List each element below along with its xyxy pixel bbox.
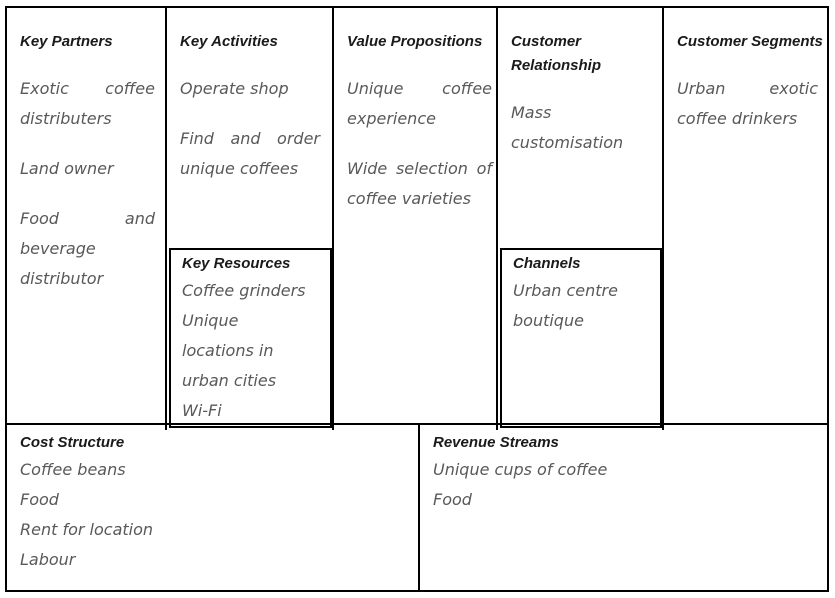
key-resources-cell: Key Resources Coffee grinders Unique loc… xyxy=(169,248,332,428)
section-customer-relationship-channels: Customer Relationship Mass customisation… xyxy=(498,8,664,430)
revenue-streams-cell: Revenue Streams Unique cups of coffee Fo… xyxy=(420,425,827,590)
key-activities-item: Operate shop xyxy=(180,79,289,98)
customer-segments-cell: Customer Segments Urban exotic coffee dr… xyxy=(664,8,827,154)
cost-structure-item: Rent for location xyxy=(20,520,154,539)
revenue-streams-item: Unique cups of coffee xyxy=(433,460,608,479)
key-partners-items: Exotic coffee distributers Land owner Fo… xyxy=(20,74,155,294)
section-key-activities-resources: Key Activities Operate shop Find and ord… xyxy=(167,8,334,430)
section-value-propositions: Value Propositions Unique coffee experie… xyxy=(334,8,498,430)
section-customer-segments: Customer Segments Urban exotic coffee dr… xyxy=(664,8,827,430)
cost-structure-item: Coffee beans xyxy=(20,460,126,479)
value-propositions-item: Wide selection of coffee varieties xyxy=(347,159,492,208)
business-model-canvas: Key Partners Exotic coffee distributers … xyxy=(5,6,829,592)
revenue-streams-title: Revenue Streams xyxy=(433,434,559,451)
section-key-partners: Key Partners Exotic coffee distributers … xyxy=(7,8,167,430)
cost-structure-items: Coffee beans Food Rent for location Labo… xyxy=(20,455,404,575)
customer-segments-items: Urban exotic coffee drinkers xyxy=(677,74,818,134)
key-resources-item: Wi-Fi xyxy=(182,401,222,420)
key-partners-item: Land owner xyxy=(20,159,114,178)
key-resources-item: Coffee grinders xyxy=(182,281,306,300)
value-propositions-cell: Value Propositions Unique coffee experie… xyxy=(334,8,496,234)
key-partners-item: Exotic coffee distributers xyxy=(20,79,155,128)
channels-items: Urban centre boutique xyxy=(513,276,641,336)
customer-relationship-title: Customer Relationship xyxy=(511,33,602,74)
key-partners-item: Food and beverage distributor xyxy=(20,209,155,288)
key-resources-item: Unique locations in urban cities xyxy=(182,311,277,390)
customer-relationship-item: Mass customisation xyxy=(511,103,624,152)
customer-relationship-cell: Customer Relationship Mass customisation xyxy=(498,8,662,248)
key-partners-title: Key Partners xyxy=(20,33,113,50)
revenue-streams-items: Unique cups of coffee Food xyxy=(433,455,813,515)
cost-structure-title: Cost Structure xyxy=(20,434,125,451)
channels-item: Urban centre boutique xyxy=(513,281,618,330)
key-activities-title: Key Activities xyxy=(180,33,278,50)
cost-structure-cell: Cost Structure Coffee beans Food Rent fo… xyxy=(7,425,420,590)
canvas-bottom-row: Cost Structure Coffee beans Food Rent fo… xyxy=(7,423,827,590)
key-activities-cell: Key Activities Operate shop Find and ord… xyxy=(167,8,332,248)
key-activities-items: Operate shop Find and order unique coffe… xyxy=(180,74,320,184)
channels-cell: Channels Urban centre boutique xyxy=(500,248,662,428)
canvas-top-row: Key Partners Exotic coffee distributers … xyxy=(7,8,827,430)
cost-structure-item: Food xyxy=(20,490,59,509)
key-activities-item: Find and order unique coffees xyxy=(180,129,320,178)
key-partners-cell: Key Partners Exotic coffee distributers … xyxy=(7,8,165,314)
cost-structure-item: Labour xyxy=(20,550,76,569)
value-propositions-title: Value Propositions xyxy=(347,33,483,50)
revenue-streams-item: Food xyxy=(433,490,472,509)
value-propositions-items: Unique coffee experience Wide selection … xyxy=(347,74,492,214)
key-resources-items: Coffee grinders Unique locations in urba… xyxy=(182,276,310,426)
customer-segments-title: Customer Segments xyxy=(677,33,823,50)
key-resources-title: Key Resources xyxy=(182,255,291,272)
customer-relationship-items: Mass customisation xyxy=(511,98,646,158)
value-propositions-item: Unique coffee experience xyxy=(347,79,492,128)
channels-title: Channels xyxy=(513,255,581,272)
customer-segments-item: Urban exotic coffee drinkers xyxy=(677,79,818,128)
